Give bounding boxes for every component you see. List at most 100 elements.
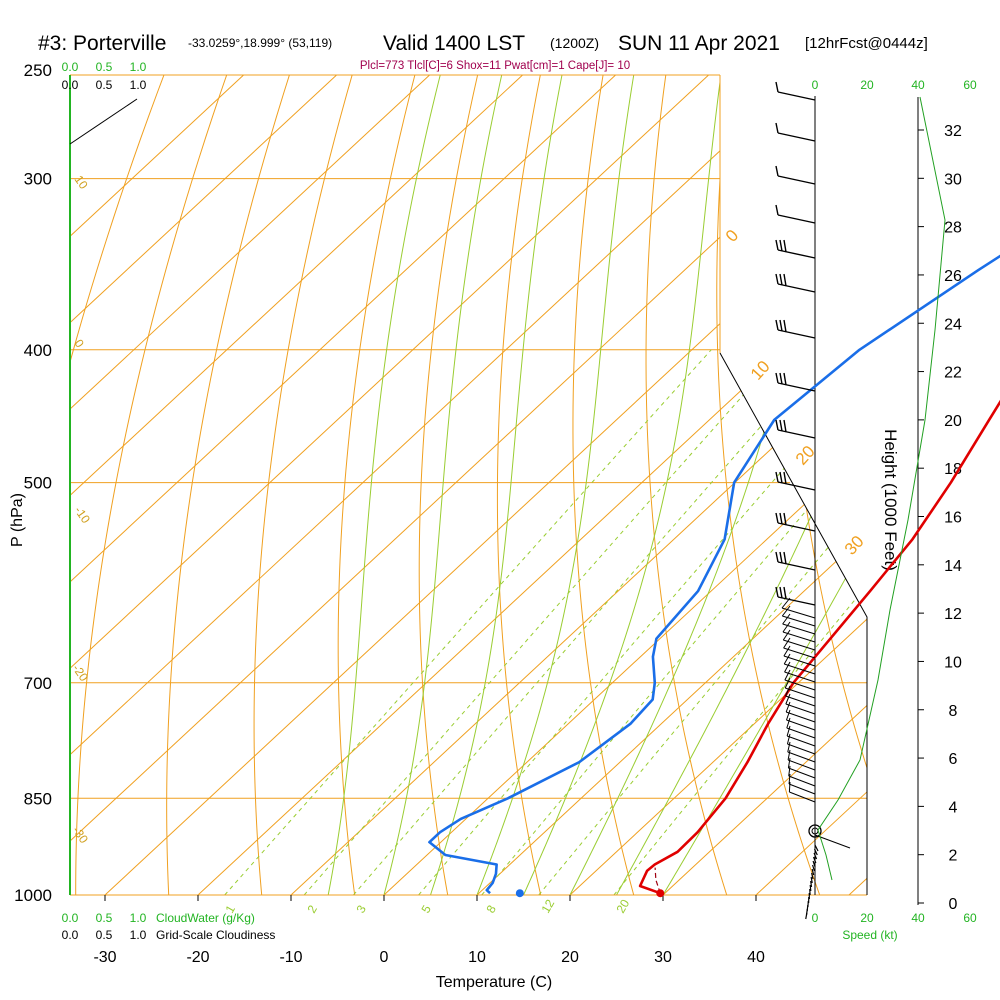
height-tick-label: 14: [944, 558, 962, 575]
isotherm-line: [197, 75, 867, 895]
dry-adiabat-line: [979, 70, 1000, 895]
isotherm-label: 30: [841, 532, 868, 559]
wind-barb-flag: [779, 372, 783, 385]
wind-barb-flag: [775, 239, 779, 251]
wind-barb: [777, 382, 816, 392]
wind-barb-flag: [788, 765, 791, 777]
height-tick-label: 24: [944, 316, 962, 333]
wind-barb: [785, 687, 816, 699]
cloudwater-scale-top: 0.0 0.5 1.0 0.0 0.5 1.0: [62, 60, 147, 92]
wind-barb-flag: [783, 239, 787, 253]
dry-adiabat-line: [75, 75, 229, 895]
wind-barb-flag: [786, 709, 791, 721]
wind-barb: [786, 727, 816, 739]
cl-tick-0: 0.0: [62, 78, 79, 92]
wind-barb: [813, 848, 818, 856]
wind-barb: [784, 679, 816, 691]
adiabat-label: -10: [72, 504, 94, 527]
height-axis-label: Height (1000 Feet): [881, 429, 900, 571]
height-tick-label: 2: [949, 848, 958, 865]
wind-barb-flag: [779, 419, 783, 432]
isotherm-line: [70, 75, 523, 895]
wind-barb: [787, 751, 816, 763]
wind-barb-flag: [783, 512, 787, 526]
dry-adiabat-line: [418, 75, 480, 895]
cl-btick-0: 0.0: [62, 928, 79, 942]
wind-barb-flag: [786, 733, 791, 745]
wind-barb: [811, 872, 814, 880]
wind-barb-flag: [775, 586, 779, 598]
speed-scale: 0 20 40 60 0 20 40 60 Speed (kt): [812, 78, 977, 942]
height-tick-label: 16: [944, 510, 962, 527]
height-tick-label: 26: [944, 268, 962, 285]
cloudwater-label: CloudWater (g/Kg): [156, 911, 255, 925]
wind-barb: [782, 631, 816, 643]
wind-barb: [788, 783, 816, 795]
cl-tick-2: 1.0: [130, 78, 147, 92]
isotherm-line: [662, 75, 867, 895]
temperature-tick-label: -20: [186, 949, 209, 966]
wind-barb: [777, 249, 816, 259]
isotherm-label: 0: [722, 226, 742, 246]
height-tick-label: 32: [944, 123, 962, 140]
wind-barb-flag: [783, 273, 787, 287]
wind-barb: [786, 719, 816, 731]
wind-barb-flag: [782, 613, 791, 625]
wind-barb-flag: [783, 419, 787, 433]
surface_temperature-marker: [656, 889, 665, 898]
wind-barb: [785, 703, 816, 715]
wind-barb-flag: [781, 597, 791, 609]
pressure-tick-label: 850: [24, 789, 52, 808]
wind-barb-flag: [785, 701, 791, 713]
wind-barb-flag: [779, 471, 783, 484]
wind-barb: [787, 759, 816, 771]
wind-barb-flag: [782, 629, 791, 641]
isotherm-line: [569, 75, 867, 895]
wind-barb-flag: [775, 273, 779, 285]
wind-barb: [777, 91, 816, 101]
y-axis-label: P (hPa): [9, 493, 26, 547]
wind-barb: [788, 767, 816, 779]
height-tick-label: 30: [944, 171, 962, 188]
dry-adiabat-line: [716, 75, 821, 895]
moist-adiabat-line: [327, 75, 442, 895]
spd-bot-0: 0: [812, 911, 819, 925]
wind-barb: [805, 912, 808, 920]
wind-barbs: [775, 81, 851, 920]
wind-barb-flag: [783, 319, 787, 333]
title-valid: Valid 1400 LST: [383, 32, 525, 55]
wind-barb: [809, 884, 812, 892]
isotherm-line: [70, 75, 337, 895]
wind-speed-profile-line: [817, 96, 946, 881]
dry-adiabat-line: [496, 75, 542, 895]
cw-tick-1: 0.5: [96, 60, 113, 74]
wind-barb: [783, 647, 816, 659]
stability-indices: Plcl=773 Tlcl[C]=6 Shox=11 Pwat[cm]=1 Ca…: [360, 60, 630, 72]
wind-barb: [777, 283, 816, 293]
isotherm-line: [70, 75, 244, 895]
wind-barb: [777, 429, 816, 439]
spd-bot-1: 20: [860, 911, 874, 925]
wind-barb-flag: [779, 586, 783, 599]
height-tick-label: 4: [949, 799, 958, 816]
pressure-tick-label: 1000: [14, 886, 52, 905]
wind-barb: [812, 856, 817, 864]
wind-barb: [782, 623, 816, 635]
dry-adiabat-line: [916, 70, 1000, 895]
wind-barb-flag: [779, 239, 783, 252]
height-tick-label: 8: [949, 703, 958, 720]
wind-barb-flag: [775, 319, 779, 331]
wind-barb: [783, 655, 816, 667]
dry-adiabat-line: [70, 75, 167, 895]
spd-top-1: 20: [860, 78, 874, 92]
height-tick-label: 20: [944, 413, 962, 430]
isotherm-line: [70, 75, 802, 895]
title-utc: (1200Z): [550, 35, 599, 51]
wind-barb: [788, 775, 816, 787]
wind-barb: [787, 743, 816, 755]
wind-barb: [777, 596, 816, 606]
title-forecast: [12hrFcst@0444z]: [805, 35, 928, 52]
wind-barb-flag: [783, 637, 791, 649]
